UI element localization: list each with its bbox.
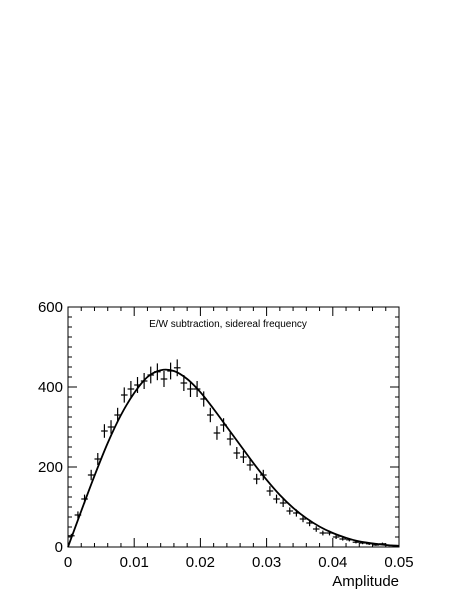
y-tick-label: 0 [55, 539, 63, 556]
data-point [226, 432, 234, 446]
y-tick-labels: 0 200 400 600 [38, 299, 63, 556]
data-point [339, 537, 347, 541]
plot-frame [67, 306, 400, 548]
y-tick-label: 400 [38, 379, 63, 396]
data-point [246, 459, 254, 471]
data-point [279, 499, 287, 507]
data-point [173, 359, 181, 377]
data-point [107, 420, 115, 434]
data-point [207, 407, 214, 423]
data-point [253, 473, 260, 485]
data-point [87, 469, 95, 481]
data-point [240, 451, 247, 463]
x-axis-label: Amplitude [332, 573, 399, 590]
x-tick-label: 0.02 [186, 554, 215, 571]
data-point [332, 535, 340, 539]
data-point [319, 530, 327, 536]
data-point [127, 381, 135, 397]
fit-curve [67, 368, 400, 548]
error-bars [68, 359, 399, 547]
y-tick-label: 200 [38, 459, 63, 476]
data-point [180, 375, 188, 391]
chart-annotation: E/W subtraction, sidereal frequency [149, 319, 307, 330]
data-point [160, 371, 168, 387]
data-point [101, 424, 108, 438]
data-point [273, 494, 280, 504]
x-tick-label: 0 [64, 554, 72, 571]
x-tick-label: 0.04 [318, 554, 347, 571]
data-point [213, 426, 221, 440]
x-tick-labels: 0 0.01 0.02 0.03 0.04 0.05 [64, 554, 414, 571]
x-tick-label: 0.05 [384, 554, 413, 571]
data-point [286, 507, 294, 515]
axis-ticks [67, 306, 400, 548]
data-point [94, 453, 102, 465]
data-point [266, 486, 274, 496]
x-tick-label: 0.03 [252, 554, 281, 571]
x-tick-label: 0.01 [120, 554, 149, 571]
data-point [187, 381, 194, 397]
data-point [120, 387, 128, 403]
y-tick-label: 600 [38, 299, 63, 316]
data-point [312, 526, 320, 532]
data-point [233, 447, 241, 459]
